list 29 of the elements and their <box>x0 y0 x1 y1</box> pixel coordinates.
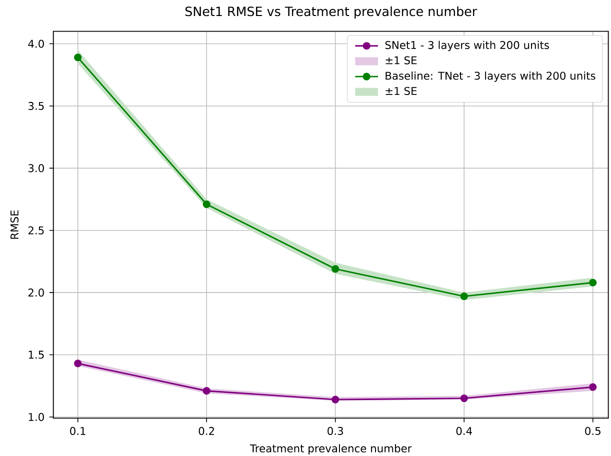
annotation: ±1 SE <box>386 86 417 95</box>
x-axis-title: Treatment prevalence number <box>250 444 412 454</box>
point <box>460 292 468 300</box>
y-axis-title: RMSE <box>10 210 19 239</box>
legend-label: Baseline: TNet - 3 layers with 200 units <box>386 71 596 82</box>
y-tick-label: 3.5 <box>28 102 44 110</box>
x-tick-label: 0.1 <box>70 426 86 435</box>
y-tick-label: 2.5 <box>28 226 44 234</box>
y-tick-label: 1.5 <box>28 350 44 359</box>
x-tick-label: 0.4 <box>456 426 472 435</box>
point <box>202 386 210 395</box>
x-tick-label: 0.2 <box>198 426 214 435</box>
point <box>589 383 597 391</box>
point <box>202 200 210 208</box>
point <box>332 265 340 273</box>
point <box>332 396 340 404</box>
point <box>74 360 82 368</box>
legend-label: SNet1 - 3 layers with 200 units <box>385 40 549 52</box>
y-tick-label: 1.0 <box>28 412 44 421</box>
x-tick-label: 0.3 <box>328 426 343 435</box>
x-tick-label: 0.5 <box>585 426 600 435</box>
y-tick-label: 2.0 <box>28 288 44 296</box>
point <box>460 394 468 402</box>
y-tick-label: 3.0 <box>28 164 44 172</box>
annotation: ±1 SE <box>386 56 417 64</box>
chart-title: SNet1 RMSE vs Treatment prevalence number <box>185 6 478 19</box>
point <box>589 278 597 286</box>
y-tick-label: 4.0 <box>28 40 44 48</box>
point <box>74 54 82 62</box>
